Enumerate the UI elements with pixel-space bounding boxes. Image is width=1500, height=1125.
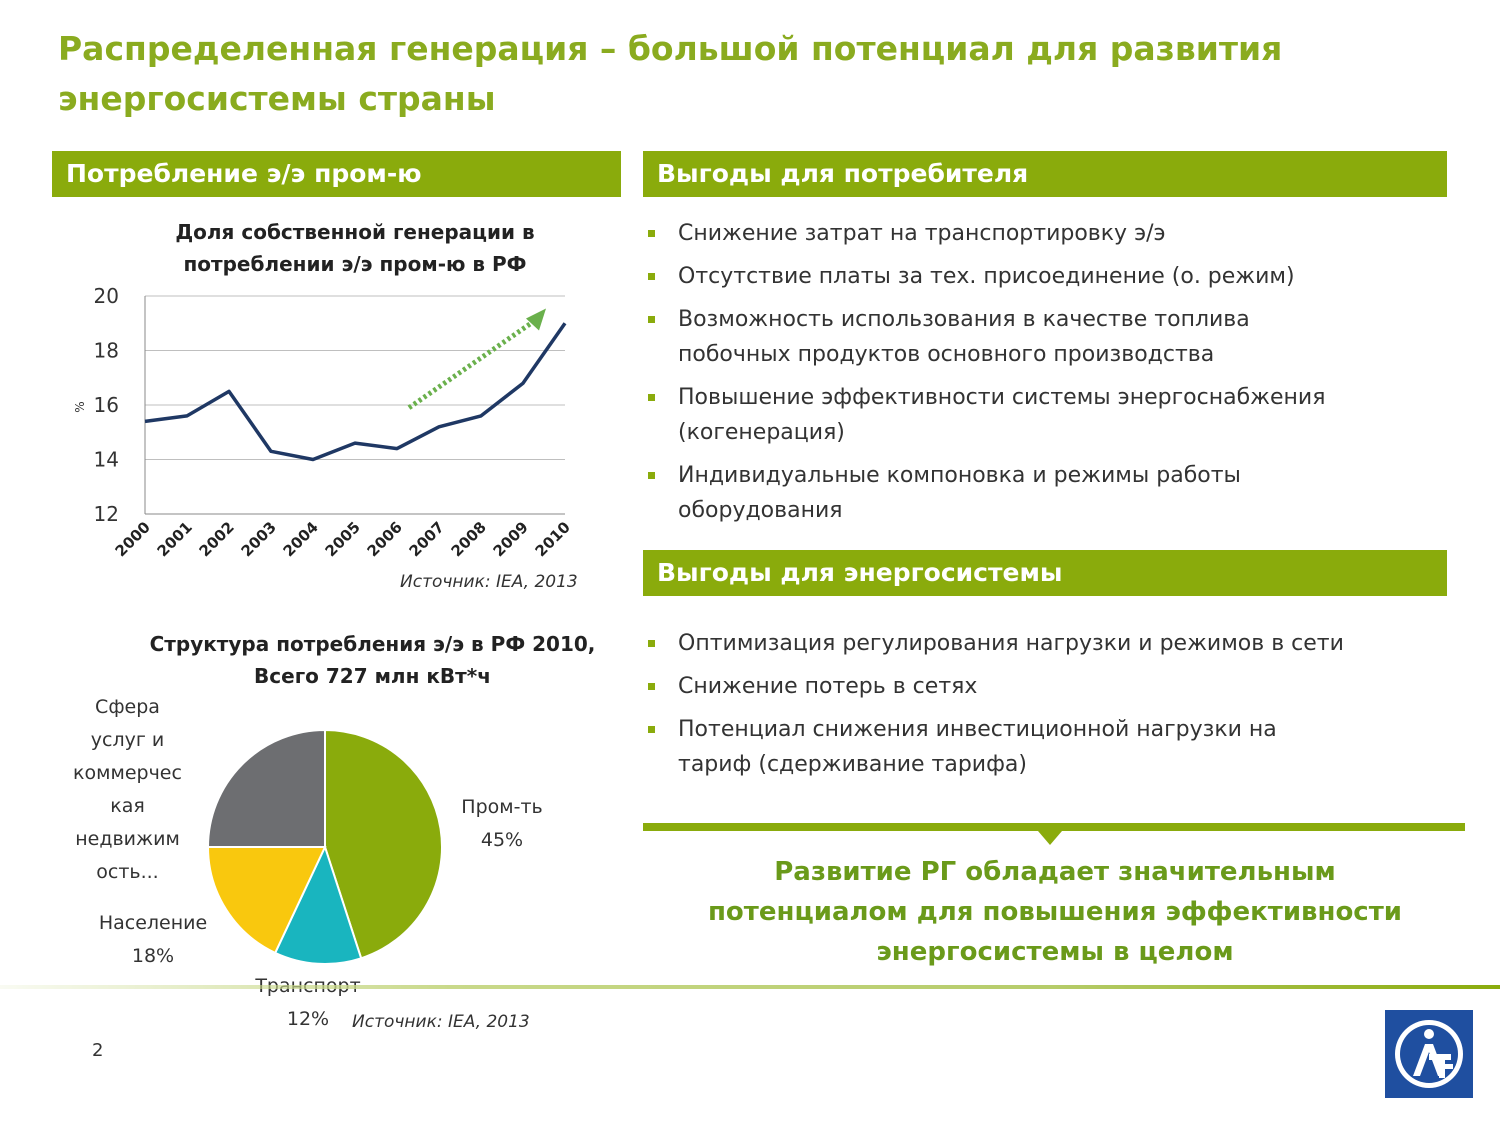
conclusion-line-3: энергосистемы в целом: [876, 937, 1234, 967]
pie-label-services-line: коммерчес: [73, 762, 182, 784]
trend-arrow-head: [526, 308, 546, 331]
pie-label-industry-name: Пром-ть: [461, 796, 543, 818]
list-item: Потенциал снижения инвестиционной нагруз…: [645, 712, 1455, 782]
pie-slice-industry: [324, 728, 443, 960]
line-chart-title: Доля собственной генерации в потреблении…: [100, 216, 610, 280]
x-tick-label: 2009: [490, 518, 532, 560]
consumer-benefits-list: Снижение затрат на транспортировку э/э О…: [645, 216, 1455, 536]
series-line: [144, 322, 567, 462]
x-tick-label: 2010: [532, 518, 574, 560]
x-tick-label: 2005: [322, 518, 364, 560]
pie-slice-services: [206, 728, 326, 848]
pie-slice-population: [206, 846, 327, 955]
pie-chart: [206, 728, 443, 965]
conclusion-line-1: Развитие РГ обладает значительным: [774, 857, 1336, 887]
line-chart-source: Источник: IEA, 2013: [400, 572, 578, 592]
bullet-icon: [648, 683, 655, 690]
list-item: Оптимизация регулирования нагрузки и реж…: [645, 626, 1455, 661]
pie-label-transport-value: 12%: [286, 1008, 330, 1030]
trend-arrow: [407, 318, 537, 410]
pie-chart-title-2: Всего 727 млн кВт*ч: [254, 664, 491, 688]
pie-slice-transport: [273, 844, 363, 965]
pie-label-population: Население 18%: [88, 907, 218, 973]
conclusion-line-2: потенциалом для повышения эффективности: [707, 897, 1403, 927]
system-benefits-list: Оптимизация регулирования нагрузки и реж…: [645, 626, 1455, 790]
logo-emblem-icon: [1385, 1010, 1473, 1098]
footer-line: [0, 985, 1500, 989]
bullet-icon: [648, 273, 655, 280]
bullet-icon: [648, 640, 655, 647]
system-benefits-header: Выгоды для энергосистемы: [643, 550, 1447, 596]
page-number: 2: [92, 1040, 104, 1061]
y-tick-label: 18: [94, 339, 119, 363]
pie-label-services-line: ость...: [96, 861, 159, 883]
x-tick-label: 2008: [448, 518, 490, 560]
pie-label-services-line: недвижим: [75, 828, 180, 850]
title-line-2: энергосистемы страны: [58, 79, 496, 118]
pie-label-population-name: Население: [98, 912, 208, 934]
page-title: Распределенная генерация – большой потен…: [58, 24, 1458, 124]
pie-label-services-line: Сфера: [95, 696, 160, 718]
x-tick-label: 2003: [238, 518, 280, 560]
pie-label-population-value: 18%: [131, 945, 175, 967]
x-tick-label: 2002: [196, 518, 238, 560]
line-chart-title-2: потреблении э/э пром-ю в РФ: [183, 252, 527, 276]
pie-label-industry: Пром-ть 45%: [442, 791, 562, 857]
list-item: Повышение эффективности системы энергосн…: [645, 380, 1455, 450]
pie-chart-title-1: Структура потребления э/э в РФ 2010,: [149, 632, 596, 656]
down-arrow-icon: [1038, 831, 1062, 845]
list-item: Отсутствие платы за тех. присоединение (…: [645, 259, 1455, 294]
list-item: Снижение потерь в сетях: [645, 669, 1455, 704]
pie-label-services-line: услуг и: [90, 729, 165, 751]
y-tick-label: 20: [94, 284, 119, 308]
line-chart-title-1: Доля собственной генерации в: [175, 220, 535, 244]
list-item: Индивидуальные компоновка и режимы работ…: [645, 458, 1455, 528]
x-tick-label: 2007: [406, 518, 448, 560]
consumer-benefits-header: Выгоды для потребителя: [643, 151, 1447, 197]
pie-label-industry-value: 45%: [480, 829, 524, 851]
company-logo: [1385, 1010, 1473, 1098]
bullet-icon: [648, 394, 655, 401]
bullet-icon: [648, 726, 655, 733]
pie-chart-source: Источник: IEA, 2013: [352, 1012, 530, 1032]
list-item: Возможность использования в качестве топ…: [645, 302, 1455, 372]
y-axis-label: %: [73, 401, 87, 412]
x-tick-label: 2006: [364, 518, 406, 560]
x-tick-label: 2004: [280, 518, 322, 560]
conclusion-text: Развитие РГ обладает значительным потенц…: [660, 852, 1450, 972]
list-item: Снижение затрат на транспортировку э/э: [645, 216, 1455, 251]
pie-chart-title: Структура потребления э/э в РФ 2010, Все…: [100, 628, 645, 692]
bullet-icon: [648, 472, 655, 479]
y-tick-label: 12: [94, 502, 119, 526]
x-tick-label: 2001: [154, 518, 196, 560]
y-tick-label: 16: [94, 393, 119, 417]
y-tick-label: 14: [94, 448, 119, 472]
bullet-icon: [648, 230, 655, 237]
left-section-header: Потребление э/э пром-ю: [52, 151, 621, 197]
pie-label-services-line: кая: [110, 795, 145, 817]
pie-label-services: Сфера услуг и коммерчес кая недвижим ост…: [55, 691, 200, 889]
conclusion-divider: [643, 823, 1465, 831]
bullet-icon: [648, 316, 655, 323]
title-line-1: Распределенная генерация – большой потен…: [58, 29, 1283, 68]
